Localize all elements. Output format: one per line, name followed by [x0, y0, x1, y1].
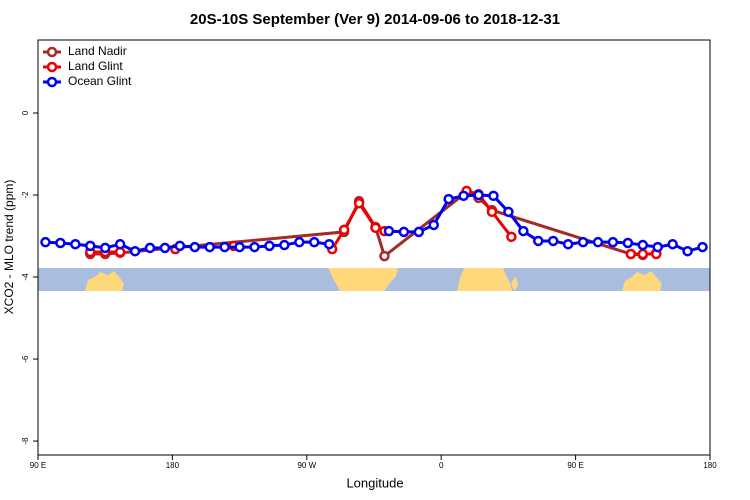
point: [85, 240, 96, 252]
x-tick-label: 90 E: [30, 461, 46, 470]
point: [264, 240, 275, 252]
legend-marker: [46, 46, 58, 58]
point: [144, 242, 156, 254]
point: [637, 248, 649, 260]
map-strip: [38, 268, 710, 291]
point: [234, 241, 245, 253]
point: [114, 238, 126, 250]
point: [443, 193, 454, 205]
point: [338, 224, 350, 236]
point: [379, 250, 390, 262]
point: [488, 190, 499, 202]
land-shape: [457, 268, 518, 291]
legend-label: Ocean Glint: [68, 74, 132, 88]
point: [547, 235, 559, 247]
point: [55, 237, 66, 249]
y-tick-label: -6: [21, 355, 30, 363]
point: [506, 231, 517, 243]
y-tick-label: -8: [21, 437, 30, 445]
point: [473, 189, 484, 201]
point: [637, 239, 649, 251]
point: [70, 238, 81, 250]
point: [249, 241, 260, 253]
land-shape: [622, 271, 662, 291]
point: [383, 225, 395, 237]
legend-label: Land Nadir: [68, 44, 127, 58]
point: [533, 235, 544, 247]
chart-title: 20S-10S September (Ver 9) 2014-09-06 to …: [190, 11, 560, 28]
land-shape: [85, 271, 124, 291]
point: [370, 222, 381, 234]
point: [129, 245, 141, 257]
point: [413, 226, 425, 238]
point: [279, 239, 290, 251]
point: [174, 240, 186, 252]
point: [189, 241, 201, 253]
point: [204, 241, 215, 253]
land-shape: [328, 268, 398, 291]
y-tick-label: -4: [21, 273, 30, 281]
point: [667, 238, 678, 250]
y-tick-label: -2: [21, 191, 30, 199]
x-tick-label: 180: [166, 461, 180, 470]
point: [652, 241, 663, 253]
legend-label: Land Glint: [68, 59, 123, 73]
point: [577, 236, 589, 248]
x-axis-label: Longitude: [346, 475, 403, 490]
x-tick-label: 90 E: [567, 461, 583, 470]
x-tick-label: 180: [703, 461, 717, 470]
legend-marker: [46, 76, 58, 88]
point: [562, 238, 574, 250]
point: [309, 236, 320, 248]
point: [294, 236, 305, 248]
point: [40, 236, 51, 248]
plot-frame: [37, 39, 711, 456]
point: [697, 241, 708, 253]
point: [682, 245, 693, 257]
point: [428, 219, 439, 231]
point: [458, 190, 469, 202]
point: [99, 242, 111, 254]
point: [398, 226, 410, 238]
point: [518, 225, 529, 237]
point: [625, 248, 637, 260]
point: [323, 238, 335, 250]
x-tick-label: 0: [439, 461, 444, 470]
y-tick-label: 0: [21, 110, 30, 115]
point: [607, 236, 619, 248]
point: [592, 236, 604, 248]
point: [159, 242, 171, 254]
point: [503, 206, 514, 218]
legend-marker: [46, 61, 58, 73]
y-axis-label: XCO2 - MLO trend (ppm): [2, 180, 16, 315]
x-tick-label: 90 W: [297, 461, 316, 470]
point: [486, 206, 498, 218]
point: [219, 241, 230, 253]
point: [622, 237, 634, 249]
point: [353, 197, 365, 209]
